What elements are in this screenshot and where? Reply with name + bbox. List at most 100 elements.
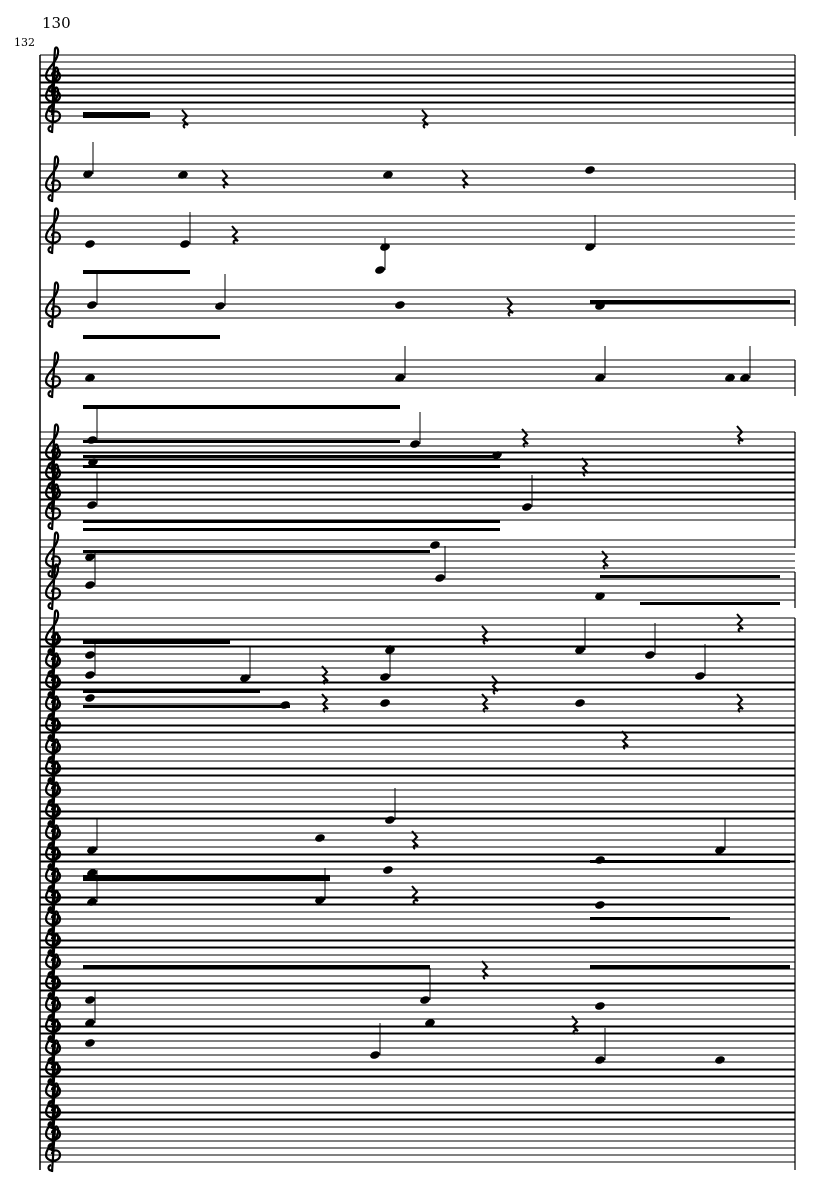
note-head [85,1019,95,1027]
note-head [575,699,585,707]
note-head [315,896,325,904]
beam [600,575,780,578]
rest-icon [491,675,499,695]
beam [83,528,500,531]
note-head [85,581,95,589]
treble-clef-icon [44,531,62,579]
note-head [740,374,750,382]
rest-icon [461,169,469,189]
note-head [395,301,405,309]
note-head [715,846,725,854]
note-head [180,240,190,248]
note-head [595,1056,605,1064]
note-head [695,672,705,680]
rest-icon [421,109,429,129]
rest-icon [321,665,329,685]
rest-icon [411,885,419,905]
beam [590,300,790,304]
note-head [595,302,605,310]
treble-clef-icon [44,483,62,531]
note-head [87,846,97,854]
note-head [370,1051,380,1059]
note-head [85,694,95,702]
beam [83,455,500,458]
beam [83,550,430,553]
note-head [85,651,95,659]
rest-icon [411,830,419,850]
rest-icon [231,225,239,245]
rest-icon [581,457,589,477]
beam [83,335,220,339]
rest-icon [481,960,489,980]
note-head [380,673,390,681]
rest-icon [481,625,489,645]
note-head [585,243,595,251]
note-head [315,834,325,842]
note-head [215,302,225,310]
beam [83,465,500,468]
note-head [87,301,97,309]
note-head [87,898,97,906]
note-head [375,266,385,274]
note-head [595,592,605,600]
beam [590,860,790,863]
treble-clef-icon [44,351,62,399]
note-head [430,541,440,549]
note-head [88,458,98,466]
beam [83,965,430,969]
rest-icon [221,169,229,189]
note-head [522,503,532,511]
note-head [385,816,395,824]
beam [83,690,260,693]
treble-clef-icon [44,207,62,255]
rest-icon [571,1015,579,1035]
note-head [85,553,95,561]
system-number: 132 [14,36,35,49]
beam [83,520,500,523]
note-head [715,1056,725,1064]
beam [83,112,150,118]
beam [83,440,400,443]
beam [83,875,330,881]
note-head [595,1002,605,1010]
treble-clef-icon [44,563,62,611]
note-head [425,1019,435,1027]
beam [83,640,230,644]
note-head [240,674,250,682]
rest-icon [521,428,529,448]
beam [590,917,730,920]
rest-icon [736,425,744,445]
beam [83,705,290,708]
rest-icon [321,693,329,713]
note-head [85,1039,95,1047]
treble-clef-icon [44,155,62,203]
beam [640,602,780,605]
note-head [595,374,605,382]
rest-icon [736,613,744,633]
rest-icon [506,297,514,317]
note-head [575,646,585,654]
note-head [87,501,97,509]
note-head [380,699,390,707]
rest-icon [736,693,744,713]
note-head [383,866,393,874]
treble-clef-icon [44,1125,62,1173]
note-head [85,374,95,382]
note-head [645,651,655,659]
treble-clef-icon [44,86,62,134]
rest-icon [481,693,489,713]
note-head [85,996,95,1004]
note-head [87,869,97,877]
note-head [410,440,420,448]
rest-icon [181,109,189,129]
note-head [395,374,405,382]
beam [590,965,790,969]
note-head [178,171,188,179]
note-head [85,671,95,679]
note-head [435,574,445,582]
beam [83,270,190,274]
note-head [83,170,93,178]
beam [83,405,400,409]
